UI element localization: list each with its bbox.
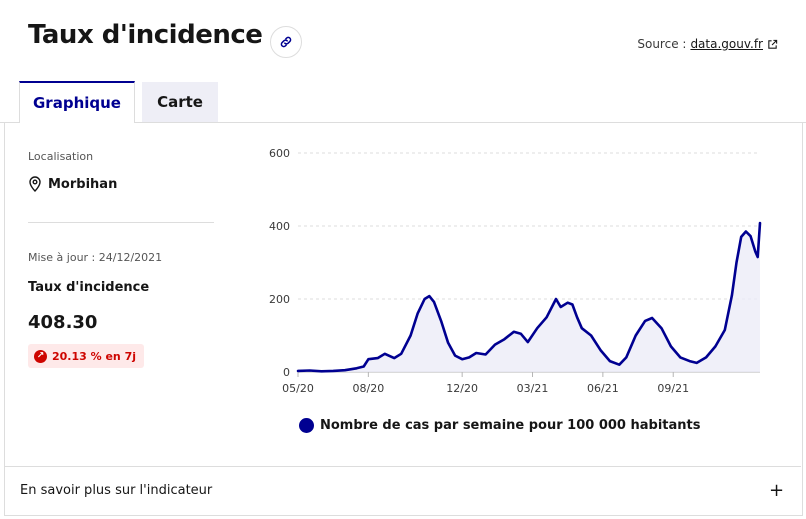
tab-graphique[interactable]: Graphique xyxy=(19,81,135,123)
sidebar-divider xyxy=(28,222,214,223)
incidence-chart: 0 200 400 600 05/20 08/20 12/20 03/21 06/21 09/21 xyxy=(269,147,762,395)
content-card xyxy=(4,122,803,516)
external-link-icon xyxy=(768,39,778,49)
page-title: Taux d'incidence xyxy=(28,20,263,50)
change-badge: ↗ 20.13 % en 7j xyxy=(28,344,145,368)
tabs-divider xyxy=(0,122,806,123)
x-tick-label: 12/20 xyxy=(446,382,478,395)
footer-divider xyxy=(4,466,801,467)
x-tick-label: 03/21 xyxy=(517,382,549,395)
tab-carte[interactable]: Carte xyxy=(142,82,218,122)
expand-icon[interactable]: + xyxy=(769,480,785,501)
y-tick-label: 200 xyxy=(269,293,290,306)
x-tick-label: 08/20 xyxy=(353,382,385,395)
map-pin-icon xyxy=(29,176,41,192)
chart-legend: Nombre de cas par semaine pour 100 000 h… xyxy=(299,418,701,433)
legend-marker xyxy=(299,418,314,433)
indicator-value: 408.30 xyxy=(28,312,98,333)
arrow-up-right-icon: ↗ xyxy=(34,349,47,363)
source-link[interactable]: data.gouv.fr xyxy=(690,37,763,51)
x-tick-label: 09/21 xyxy=(657,382,689,395)
source: Source : data.gouv.fr xyxy=(637,37,778,51)
legend-label: Nombre de cas par semaine pour 100 000 h… xyxy=(320,418,701,433)
location-value: Morbihan xyxy=(28,176,117,192)
change-badge-text: 20.13 % en 7j xyxy=(52,349,137,363)
update-date: Mise à jour : 24/12/2021 xyxy=(28,251,163,264)
location-label: Localisation xyxy=(28,150,94,163)
copy-link-button[interactable] xyxy=(270,26,302,58)
x-tick-label: 06/21 xyxy=(587,382,619,395)
y-tick-label: 600 xyxy=(269,147,290,160)
location-name: Morbihan xyxy=(48,176,118,192)
indicator-name: Taux d'incidence xyxy=(28,280,150,295)
x-tick-label: 05/20 xyxy=(282,382,314,395)
source-prefix: Source : xyxy=(637,37,687,51)
link-icon xyxy=(280,36,292,48)
series-line xyxy=(296,221,762,373)
series-area xyxy=(298,223,760,372)
y-tick-label: 0 xyxy=(283,366,290,379)
y-tick-label: 400 xyxy=(269,220,290,233)
learn-more-label[interactable]: En savoir plus sur l'indicateur xyxy=(20,483,213,498)
